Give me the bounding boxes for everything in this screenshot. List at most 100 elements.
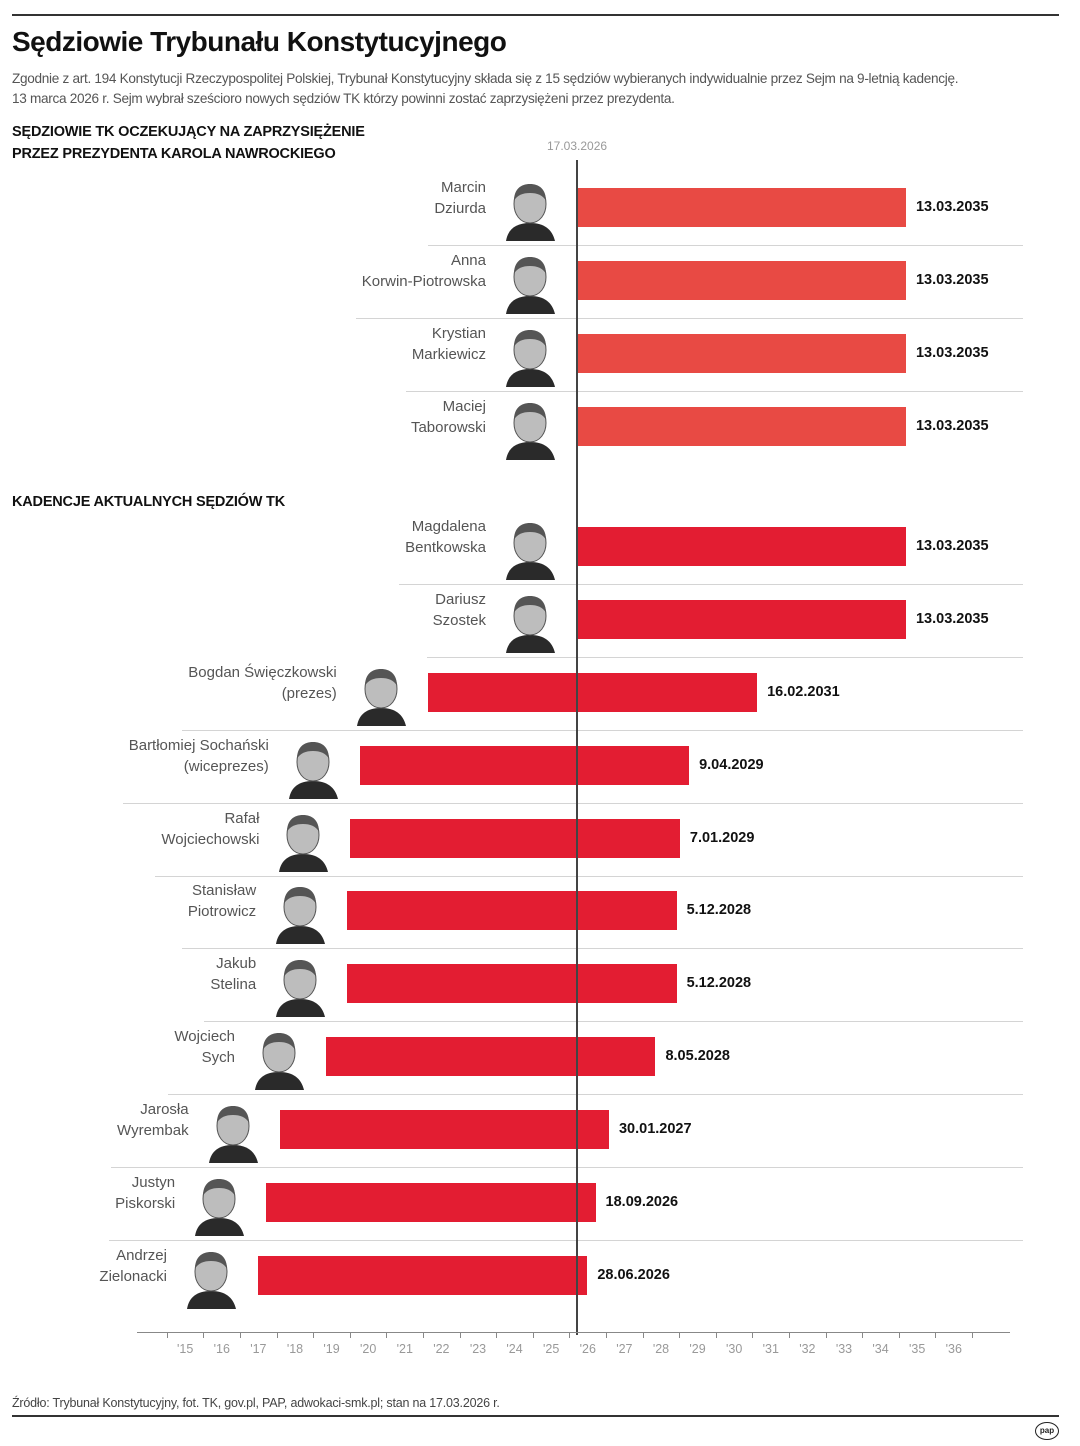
- judge-name: Dariusz Szostek: [433, 589, 486, 631]
- judge-name-line: Jarosła: [140, 1101, 189, 1118]
- judge-name-line: Wojciechowski: [161, 831, 260, 848]
- section-title-line: SĘDZIOWIE TK OCZEKUJĄCY NA ZAPRZYSIĘŻENI…: [12, 124, 365, 140]
- judge-name-line: Piotrowicz: [187, 903, 257, 920]
- timeline-bar: [326, 1037, 656, 1076]
- x-axis-tick-label: '34: [872, 1342, 889, 1356]
- x-axis-tick: [825, 1332, 827, 1338]
- timeline-bar: [257, 1256, 588, 1295]
- term-end-label: 5.12.2028: [686, 975, 752, 991]
- row-separator: [109, 1240, 1023, 1241]
- section-title-line: PRZEZ PREZYDENTA KAROLA NAWROCKIEGO: [12, 146, 336, 162]
- reference-date-label: 17.03.2026: [547, 139, 608, 153]
- x-axis-tick-label: '17: [250, 1342, 267, 1356]
- term-end-label: 28.06.2026: [597, 1267, 670, 1283]
- source-note: Źródło: Trybunał Konstytucyjny, fot. TK,…: [12, 1396, 500, 1410]
- x-axis-tick-label: '28: [652, 1342, 670, 1356]
- row-separator: [181, 948, 1023, 949]
- x-axis-tick: [606, 1332, 608, 1338]
- judge-name: Anna Korwin-Piotrowska: [362, 250, 486, 292]
- judge-photo: [503, 514, 558, 580]
- x-axis-tick-label: '32: [799, 1342, 816, 1356]
- x-axis-tick-label: '26: [579, 1342, 596, 1356]
- x-axis-tick-label: '29: [689, 1342, 706, 1356]
- subtitle-line: Zgodnie z art. 194 Konstytucji Rzeczypos…: [12, 71, 959, 86]
- judge-name-line: Justyn: [131, 1174, 176, 1191]
- timeline-bar: [279, 1110, 609, 1149]
- judge-name-line: Bartłomiej Sochański: [128, 737, 269, 754]
- x-axis-tick: [276, 1332, 278, 1338]
- x-axis-tick-label: '23: [469, 1342, 487, 1356]
- judge-name-line: Jakub: [216, 955, 257, 972]
- row-separator: [405, 391, 1023, 392]
- term-end-label: 13.03.2035: [915, 272, 989, 288]
- judge-name-line: Stanisław: [191, 882, 257, 899]
- judge-photo: [353, 660, 409, 726]
- section-title-line: KADENCJE AKTUALNYCH SĘDZIÓW TK: [12, 494, 285, 510]
- timeline-bar: [577, 261, 906, 300]
- x-axis-tick: [166, 1332, 168, 1338]
- judge-name: Magdalena Bentkowska: [405, 516, 486, 558]
- judge-name-line: (prezes): [281, 685, 337, 702]
- judge-photo: [276, 806, 332, 872]
- x-axis-tick: [935, 1332, 937, 1338]
- judge-photo: [503, 321, 558, 387]
- row-separator: [155, 876, 1023, 877]
- judge-photo: [273, 951, 329, 1017]
- term-end-label: 13.03.2035: [915, 611, 989, 627]
- judge-photo: [183, 1243, 239, 1309]
- x-axis-tick-label: '18: [286, 1342, 304, 1356]
- judge-photo: [503, 587, 558, 653]
- x-axis-tick: [313, 1332, 315, 1338]
- page-title: Sędziowie Trybunału Konstytucyjnego: [12, 26, 507, 57]
- judge-photo: [285, 733, 341, 799]
- judge-name-line: Marcin: [440, 179, 486, 196]
- row-separator: [399, 584, 1023, 585]
- judge-photo: [252, 1024, 307, 1090]
- judge-name-line: (wiceprezes): [183, 758, 269, 775]
- term-end-label: 13.03.2035: [915, 345, 989, 361]
- bottom-rule: [12, 1415, 1059, 1417]
- row-separator: [204, 1021, 1023, 1022]
- judge-name-line: Dziurda: [434, 200, 486, 217]
- judge-name-line: Taborowski: [410, 419, 486, 436]
- judge-name-line: Anna: [450, 252, 486, 269]
- x-axis-tick: [569, 1332, 571, 1338]
- judge-name-line: Magdalena: [411, 518, 486, 535]
- judge-photo: [503, 175, 558, 241]
- x-axis-tick: [349, 1332, 351, 1338]
- x-axis-tick: [679, 1332, 681, 1338]
- subtitle: Zgodnie z art. 194 Konstytucji Rzeczypos…: [12, 69, 1062, 109]
- judge-name: Wojciech Sych: [174, 1026, 235, 1068]
- row-separator: [426, 657, 1023, 658]
- x-axis-tick: [203, 1332, 205, 1338]
- judge-photo: [192, 1170, 248, 1236]
- x-axis-tick: [240, 1332, 242, 1338]
- judge-name: Andrzej Zielonacki: [99, 1245, 167, 1287]
- judge-name: Bogdan Święczkowski (prezes): [188, 662, 336, 704]
- judge-photo: [503, 248, 558, 314]
- x-axis-line: [137, 1332, 1010, 1333]
- judge-name: Maciej Taborowski: [411, 396, 486, 438]
- x-axis-tick-label: '22: [433, 1342, 450, 1356]
- row-separator: [182, 730, 1023, 731]
- judge-name: Jarosła Wyrembak: [117, 1099, 189, 1141]
- timeline-bar: [347, 964, 677, 1003]
- row-separator: [111, 1167, 1023, 1168]
- x-axis-tick: [752, 1332, 754, 1338]
- term-end-label: 13.03.2035: [915, 418, 989, 434]
- judge-name-line: Maciej: [442, 398, 486, 415]
- judge-name-line: Stelina: [210, 976, 257, 993]
- judge-name: Rafał Wojciechowski: [161, 808, 259, 850]
- x-axis-tick: [898, 1332, 900, 1338]
- judge-photo: [205, 1097, 261, 1163]
- judge-name: Krystian Markiewicz: [412, 323, 486, 365]
- judge-photo: [503, 394, 558, 460]
- x-axis-tick-label: '24: [506, 1342, 523, 1356]
- x-axis-tick-label: '21: [396, 1342, 413, 1356]
- judge-name-line: Krystian: [431, 325, 486, 342]
- x-axis-tick-label: '31: [762, 1342, 779, 1356]
- term-end-label: 18.09.2026: [605, 1194, 679, 1210]
- x-axis-tick-label: '36: [945, 1342, 962, 1356]
- judge-name-line: Dariusz: [435, 591, 486, 608]
- x-axis-tick: [423, 1332, 425, 1338]
